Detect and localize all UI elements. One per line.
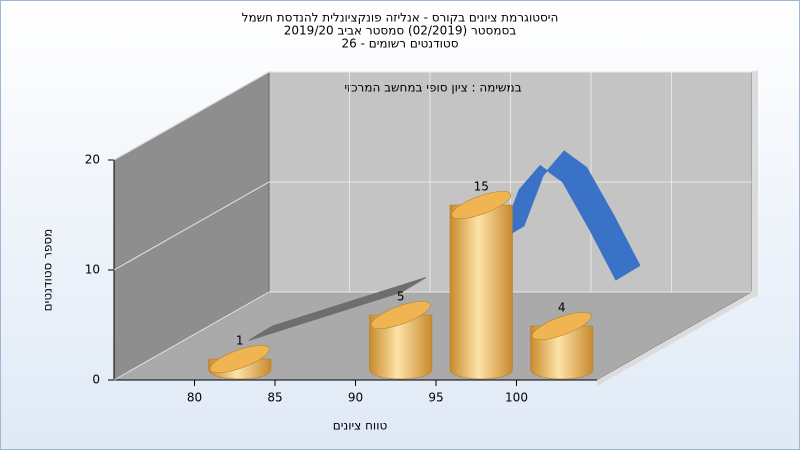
value-label: 15 — [474, 180, 489, 194]
y-tick-label: 10 — [85, 263, 100, 277]
bar — [449, 204, 513, 380]
x-tick-label: 85 — [267, 391, 282, 405]
chart-title: היסטוגרמת ציונים בקורס - אנליזה פונקציונ… — [242, 11, 559, 25]
y-axis-label: מספר סטודנטים — [41, 229, 55, 312]
chart-title: סטודנטים רשומים - 26 — [341, 37, 458, 51]
bar-top — [451, 191, 512, 219]
value-label: 1 — [236, 334, 244, 348]
bar-top — [370, 301, 431, 329]
value-label: 4 — [558, 301, 566, 315]
x-tick-label: 80 — [187, 391, 202, 405]
x-tick-label: 90 — [348, 391, 363, 405]
line-ribbon — [248, 277, 426, 341]
floor-edge — [597, 292, 752, 386]
y-tick-label: 0 — [92, 373, 100, 387]
chart-title: בסמסטר (02/2019) סמסטר אביב 2019/20 — [284, 24, 516, 38]
x-tick-label: 100 — [505, 391, 528, 405]
bar-top — [209, 345, 270, 373]
wall-edge — [752, 70, 758, 298]
x-tick-label: 95 — [428, 391, 443, 405]
x-axis-label: טווח ציונים — [333, 419, 388, 433]
bar — [369, 314, 433, 380]
bar-top — [531, 312, 592, 340]
annotation: במשימה : ציון סופי במחשב המרכזי — [344, 81, 521, 95]
y-tick-label: 20 — [85, 153, 100, 167]
line-ribbon — [498, 150, 641, 281]
value-label: 5 — [397, 290, 405, 304]
